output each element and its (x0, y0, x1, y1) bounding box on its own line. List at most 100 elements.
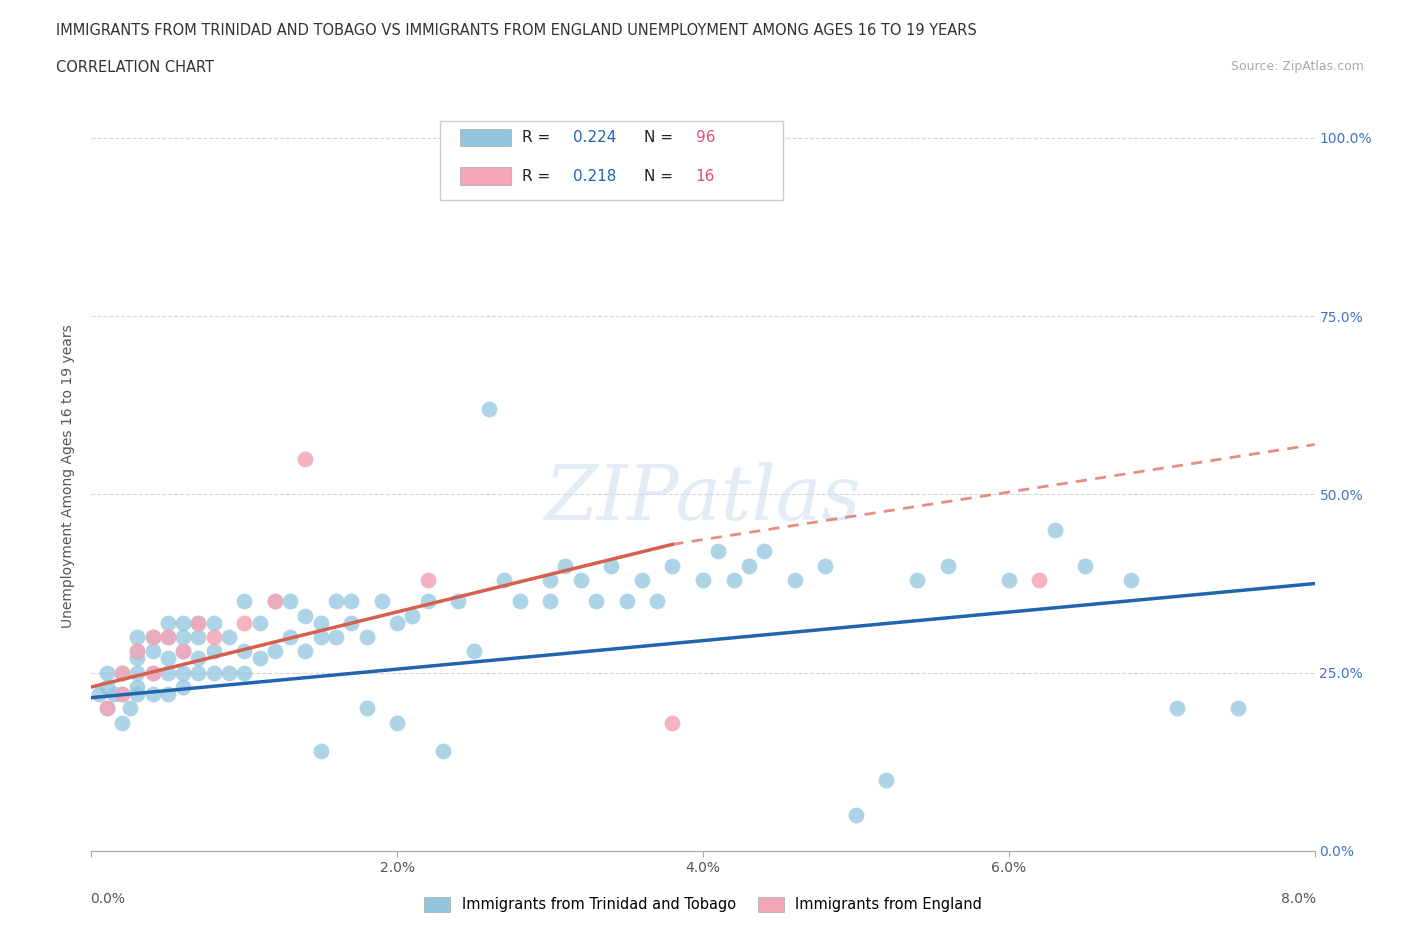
Point (356, 630, 378, 644)
Text: 96: 96 (696, 130, 716, 145)
Point (875, 772, 897, 787)
Point (294, 644, 316, 658)
Point (278, 594, 301, 609)
Text: 0.224: 0.224 (574, 130, 617, 145)
Point (141, 686, 163, 701)
Point (554, 558, 576, 573)
Text: R =: R = (522, 169, 555, 184)
Point (325, 630, 347, 644)
Point (738, 558, 761, 573)
Point (118, 701, 141, 716)
Point (156, 630, 179, 644)
FancyBboxPatch shape (460, 128, 510, 146)
Point (111, 686, 134, 701)
Point (905, 573, 928, 588)
Point (447, 594, 470, 609)
Point (294, 608, 316, 623)
Point (127, 644, 149, 658)
Point (172, 630, 194, 644)
Point (156, 616, 179, 631)
Point (478, 402, 501, 417)
Point (707, 544, 730, 559)
Point (600, 558, 623, 573)
Point (661, 558, 683, 573)
Point (264, 594, 287, 609)
Text: N =: N = (644, 169, 678, 184)
Point (233, 665, 256, 680)
Point (783, 573, 806, 588)
Point (96, 665, 118, 680)
Point (187, 630, 209, 644)
Point (87, 686, 110, 701)
Point (127, 644, 149, 658)
Point (202, 616, 225, 631)
Point (294, 451, 316, 466)
Text: ZIPatlas: ZIPatlas (544, 462, 862, 536)
Point (111, 715, 134, 730)
Point (616, 594, 638, 609)
Y-axis label: Unemployment Among Ages 16 to 19 years: Unemployment Among Ages 16 to 19 years (62, 325, 76, 629)
Point (233, 616, 256, 631)
Point (356, 701, 378, 716)
Point (96, 701, 118, 716)
Point (218, 630, 240, 644)
Point (401, 608, 423, 623)
Point (432, 744, 454, 759)
Point (309, 616, 332, 631)
Point (202, 644, 225, 658)
Legend: Immigrants from Trinidad and Tobago, Immigrants from England: Immigrants from Trinidad and Tobago, Imm… (418, 891, 988, 918)
Point (172, 644, 194, 658)
Point (494, 573, 516, 588)
Point (385, 616, 409, 631)
Point (127, 630, 149, 644)
Point (127, 686, 149, 701)
Text: 16: 16 (696, 169, 716, 184)
Point (278, 630, 301, 644)
Point (340, 616, 363, 631)
Point (416, 573, 439, 588)
Point (187, 616, 209, 631)
Text: N =: N = (644, 130, 678, 145)
Point (1028, 573, 1050, 588)
Point (127, 651, 149, 666)
Point (325, 594, 347, 609)
Point (233, 594, 256, 609)
Point (585, 594, 607, 609)
Point (1074, 558, 1097, 573)
Point (202, 630, 225, 644)
Point (1043, 523, 1066, 538)
Point (645, 594, 668, 609)
Point (141, 630, 163, 644)
Point (416, 594, 439, 609)
Point (127, 680, 149, 695)
Point (187, 616, 209, 631)
Point (814, 558, 837, 573)
Point (936, 558, 959, 573)
Point (371, 594, 394, 609)
Point (569, 573, 592, 588)
Text: R =: R = (522, 130, 555, 145)
Point (264, 644, 287, 658)
Point (998, 573, 1021, 588)
Point (661, 715, 683, 730)
Point (96, 701, 118, 716)
Point (249, 616, 271, 631)
Point (111, 665, 134, 680)
Point (172, 644, 194, 658)
Point (141, 665, 163, 680)
Text: 0.0%: 0.0% (90, 892, 125, 906)
Point (127, 665, 149, 680)
Point (385, 715, 409, 730)
Text: 8.0%: 8.0% (1281, 892, 1316, 906)
Point (538, 594, 561, 609)
Point (233, 644, 256, 658)
Point (309, 744, 332, 759)
Point (463, 644, 485, 658)
Text: CORRELATION CHART: CORRELATION CHART (56, 60, 214, 75)
Point (202, 665, 225, 680)
Point (141, 665, 163, 680)
Point (754, 544, 776, 559)
Point (141, 644, 163, 658)
Point (1121, 573, 1143, 588)
Point (509, 594, 531, 609)
